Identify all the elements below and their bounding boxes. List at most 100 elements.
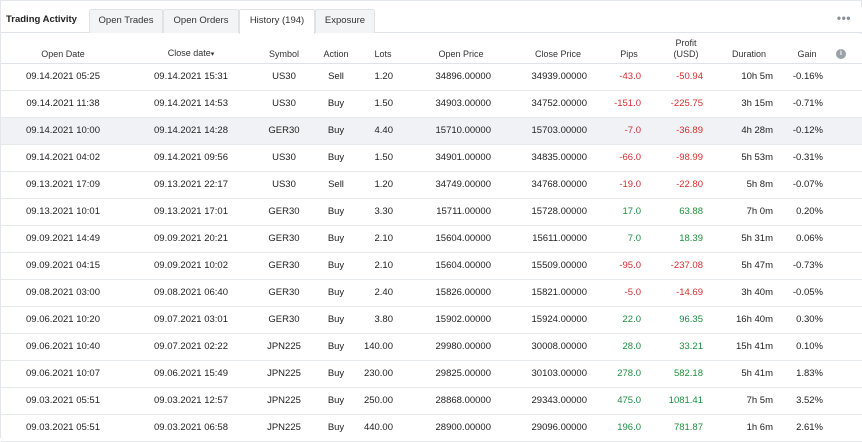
- table-row[interactable]: 09.06.2021 10:07 09.06.2021 15:49 JPN225 Bu…: [1, 361, 862, 388]
- cell-duration: 5h 53m: [741, 152, 773, 163]
- cell-duration: 5h 47m: [741, 260, 773, 271]
- tab-history[interactable]: History (194): [239, 9, 315, 34]
- cell-lots: 2.40: [374, 287, 394, 298]
- col-close-price[interactable]: Close Price: [534, 49, 581, 59]
- cell-symbol: GER30: [268, 260, 300, 271]
- cell-open-date: 09.09.2021 04:15: [26, 260, 100, 271]
- cell-close-date: 09.09.2021 20:21: [154, 233, 228, 244]
- cell-gain: -0.12%: [792, 125, 823, 136]
- cell-symbol: US30: [272, 179, 296, 190]
- cell-pips: -95.0: [619, 260, 641, 271]
- cell-open-date: 09.14.2021 04:02: [26, 152, 100, 163]
- cell-profit: -22.80: [676, 179, 703, 190]
- more-dots-icon[interactable]: •••: [836, 11, 851, 25]
- cell-pips: -7.0: [624, 125, 641, 136]
- cell-open-date: 09.06.2021 10:40: [26, 341, 100, 352]
- cell-action: Buy: [327, 152, 345, 163]
- cell-gain: 1.83%: [796, 368, 823, 379]
- tab-open-trades[interactable]: Open Trades: [89, 9, 163, 33]
- cell-close-price: 15821.00000: [531, 287, 587, 298]
- col-profit-line2: (USD): [673, 49, 699, 59]
- cell-pips: 196.0: [617, 422, 641, 433]
- cell-open-date: 09.08.2021 03:00: [26, 287, 100, 298]
- table-row[interactable]: 09.14.2021 05:25 09.14.2021 15:31 US30 Sell…: [1, 64, 862, 91]
- cell-close-date: 09.03.2021 06:58: [154, 422, 228, 433]
- tab-trading-activity[interactable]: Trading Activity: [6, 14, 77, 25]
- cell-action: Buy: [327, 125, 345, 136]
- cell-gain: -0.16%: [792, 71, 823, 82]
- cell-gain: -0.05%: [792, 287, 823, 298]
- cell-lots: 2.10: [374, 260, 394, 271]
- table-row[interactable]: 09.13.2021 10:01 09.13.2021 17:01 GER30 Buy…: [1, 199, 862, 226]
- col-close-date-label: Close date: [167, 48, 211, 58]
- table-row[interactable]: 09.06.2021 10:40 09.07.2021 02:22 JPN225 Bu…: [1, 334, 862, 361]
- info-icon[interactable]: i: [836, 49, 846, 59]
- table-row[interactable]: 09.03.2021 05:51 09.03.2021 12:57 JPN225 Bu…: [1, 388, 862, 415]
- cell-open-price: 29980.00000: [435, 341, 491, 352]
- cell-duration: 4h 28m: [741, 125, 773, 136]
- cell-close-price: 15728.00000: [531, 206, 587, 217]
- cell-pips: -5.0: [624, 287, 641, 298]
- cell-symbol: GER30: [268, 233, 300, 244]
- col-close-date[interactable]: Close date▾: [151, 48, 231, 60]
- col-action[interactable]: Action: [323, 49, 349, 59]
- cell-close-date: 09.14.2021 15:31: [154, 71, 228, 82]
- cell-gain: 2.61%: [796, 422, 823, 433]
- col-profit[interactable]: Profit (USD): [665, 38, 707, 60]
- cell-pips: 22.0: [622, 314, 642, 325]
- cell-close-price: 29096.00000: [531, 422, 587, 433]
- table-row[interactable]: 09.09.2021 04:15 09.09.2021 10:02 GER30 Buy…: [1, 253, 862, 280]
- col-open-price[interactable]: Open Price: [438, 49, 484, 59]
- cell-action: Sell: [328, 179, 344, 190]
- col-symbol[interactable]: Symbol: [268, 49, 299, 59]
- cell-profit: 582.18: [673, 368, 703, 379]
- cell-lots: 4.40: [374, 125, 394, 136]
- col-duration[interactable]: Duration: [731, 49, 767, 59]
- col-lots[interactable]: Lots: [374, 49, 392, 59]
- table-row[interactable]: 09.14.2021 04:02 09.14.2021 09:56 US30 Buy 1…: [1, 145, 862, 172]
- cell-close-date: 09.07.2021 03:01: [154, 314, 228, 325]
- cell-open-price: 15604.00000: [435, 260, 491, 271]
- cell-close-price: 34939.00000: [531, 71, 587, 82]
- table-row[interactable]: 09.08.2021 03:00 09.08.2021 06:40 GER30 Buy…: [1, 280, 862, 307]
- cell-close-date: 09.14.2021 14:28: [154, 125, 228, 136]
- cell-open-price: 15826.00000: [435, 287, 491, 298]
- cell-duration: 10h 5m: [741, 71, 773, 82]
- cell-profit: 18.39: [679, 233, 703, 244]
- table-row[interactable]: 09.14.2021 10:00 09.14.2021 14:28 GER30 Buy…: [1, 118, 862, 145]
- cell-pips: 17.0: [622, 206, 642, 217]
- cell-gain: -0.71%: [792, 98, 823, 109]
- cell-action: Buy: [327, 233, 345, 244]
- cell-close-price: 34752.00000: [531, 98, 587, 109]
- table-row[interactable]: 09.06.2021 10:20 09.07.2021 03:01 GER30 Buy…: [1, 307, 862, 334]
- cell-close-date: 09.09.2021 10:02: [154, 260, 228, 271]
- cell-symbol: JPN225: [267, 422, 301, 433]
- cell-lots: 140.00: [363, 341, 393, 352]
- table-row[interactable]: 09.09.2021 14:49 09.09.2021 20:21 GER30 Buy…: [1, 226, 862, 253]
- table-row[interactable]: 09.14.2021 11:38 09.14.2021 14:53 US30 Buy 1…: [1, 91, 862, 118]
- cell-close-price: 15509.00000: [531, 260, 587, 271]
- tab-bar: Trading Activity Open Trades Open Orders…: [1, 7, 862, 34]
- cell-symbol: US30: [272, 71, 296, 82]
- cell-symbol: US30: [272, 152, 296, 163]
- col-open-date[interactable]: Open Date: [41, 49, 85, 59]
- cell-gain: 0.20%: [796, 206, 823, 217]
- tab-exposure[interactable]: Exposure: [315, 9, 375, 33]
- col-gain[interactable]: Gain: [797, 49, 817, 59]
- cell-open-date: 09.06.2021 10:07: [26, 368, 100, 379]
- cell-symbol: JPN225: [267, 368, 301, 379]
- table-row[interactable]: 09.13.2021 17:09 09.13.2021 22:17 US30 Sell…: [1, 172, 862, 199]
- cell-close-price: 15703.00000: [531, 125, 587, 136]
- cell-close-date: 09.08.2021 06:40: [154, 287, 228, 298]
- cell-pips: -151.0: [614, 98, 641, 109]
- cell-open-date: 09.09.2021 14:49: [26, 233, 100, 244]
- col-pips[interactable]: Pips: [620, 49, 638, 59]
- cell-profit: -50.94: [676, 71, 703, 82]
- sort-desc-icon: ▾: [210, 51, 215, 58]
- tab-open-orders[interactable]: Open Orders: [163, 9, 239, 33]
- cell-pips: 278.0: [617, 368, 641, 379]
- cell-open-price: 34749.00000: [435, 179, 491, 190]
- cell-symbol: US30: [272, 98, 296, 109]
- cell-lots: 1.20: [374, 179, 394, 190]
- cell-open-price: 34901.00000: [435, 152, 491, 163]
